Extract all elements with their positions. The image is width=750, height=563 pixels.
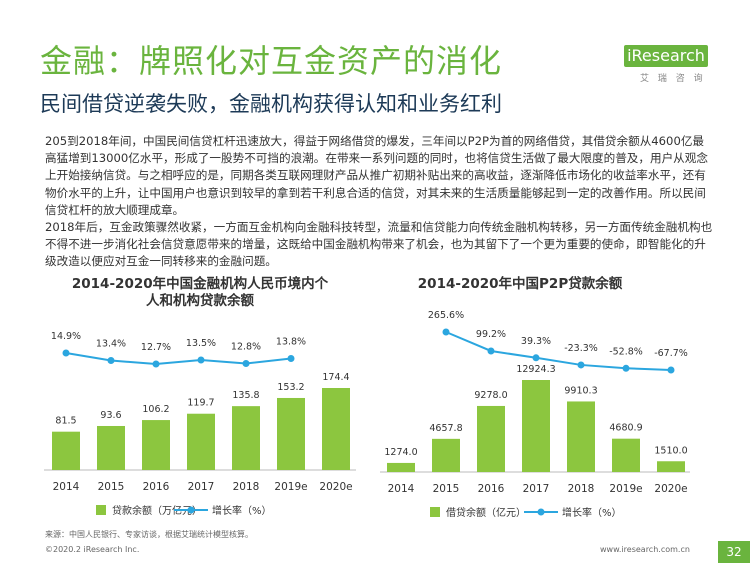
bar: [187, 413, 215, 470]
line-point: [532, 354, 540, 362]
line: [65, 352, 292, 366]
line-value-label: -67.7%: [654, 348, 688, 359]
line-point: [442, 328, 450, 336]
line-value-label: 265.6%: [428, 310, 464, 321]
x-tick-label: 2020e: [319, 481, 352, 493]
bar: [432, 438, 460, 472]
line-point: [487, 347, 495, 355]
line-value-label: -52.8%: [609, 346, 643, 357]
line-point: [667, 366, 675, 374]
line-value-label: -23.3%: [564, 343, 598, 354]
logo: iResearch: [624, 45, 708, 67]
legend-label: 借贷余额（亿元）: [446, 506, 526, 519]
x-tick-label: 2014: [53, 481, 80, 493]
logo-sub: 艾 瑞 咨 询: [640, 74, 706, 84]
bar: [97, 425, 125, 470]
paragraph: 2018年后，互金政策骤然收紧，一方面互金机构向金融科技转型，流量和信贷能力向传…: [45, 220, 713, 269]
bar-value-label: 4657.8: [429, 423, 462, 434]
line-value-label: 13.8%: [276, 337, 306, 348]
line-value-label: 14.9%: [51, 331, 81, 342]
line-value-label: 12.7%: [141, 342, 171, 353]
line-point: [242, 360, 250, 367]
line-point: [107, 357, 115, 364]
line-value-label: 13.4%: [96, 339, 126, 350]
line-value-label: 12.8%: [231, 342, 261, 353]
bar-value-label: 9278.0: [474, 390, 507, 401]
chart-title: 2014-2020年中国P2P贷款余额: [417, 276, 623, 292]
legend-swatch: [537, 508, 545, 516]
copyright: ©2020.2 iResearch Inc.: [45, 545, 140, 554]
line-point: [62, 349, 70, 357]
url: www.iresearch.com.cn: [600, 545, 690, 554]
bar: [52, 431, 80, 470]
line-value-label: 39.3%: [521, 336, 551, 347]
legend-label: 增长率（%）: [212, 504, 272, 517]
bar-value-label: 106.2: [142, 404, 169, 415]
line-value-label: 99.2%: [476, 329, 506, 340]
x-tick-label: 2017: [188, 481, 215, 493]
bar-value-label: 4680.9: [609, 423, 642, 434]
legend-label: 增长率（%）: [562, 506, 622, 519]
line-value-label: 13.5%: [186, 338, 216, 349]
x-tick-label: 2016: [143, 481, 170, 493]
bar: [522, 380, 550, 472]
bar-value-label: 1274.0: [384, 447, 417, 458]
x-tick-label: 2016: [478, 483, 505, 495]
legend-swatch: [187, 506, 195, 514]
bar: [567, 401, 595, 472]
bar: [322, 388, 350, 470]
slide-subtitle: 民间借贷逆袭失败，金融机构获得认知和业务红利: [40, 92, 502, 116]
source: 来源：中国人民银行、专家访谈，根据艾瑞统计模型核算。: [45, 530, 253, 539]
legend-swatch: [96, 505, 106, 515]
line-point: [622, 364, 630, 372]
bar: [277, 397, 305, 470]
x-tick-label: 2015: [433, 483, 460, 495]
bar-value-label: 1510.0: [654, 445, 687, 456]
bar: [477, 405, 505, 472]
legend-swatch: [430, 507, 440, 517]
paragraph: 205到2018年间，中国民间信贷杠杆迅速放大，得益于网络借贷的爆发，三年间以P…: [45, 134, 708, 217]
bar: [142, 420, 170, 470]
x-tick-label: 2020e: [654, 483, 687, 495]
x-tick-label: 2019e: [609, 483, 642, 495]
bar: [657, 461, 685, 472]
bar-value-label: 93.6: [100, 410, 121, 421]
page-number: 32: [718, 541, 750, 563]
x-tick-label: 2019e: [274, 481, 307, 493]
bar-value-label: 135.8: [232, 390, 259, 401]
bar: [612, 438, 640, 472]
x-tick-label: 2018: [568, 483, 595, 495]
line-point: [577, 361, 585, 369]
bar-value-label: 9910.3: [564, 385, 597, 396]
bar-value-label: 119.7: [187, 398, 214, 409]
bar: [232, 406, 260, 470]
x-tick-label: 2017: [523, 483, 550, 495]
bar-value-label: 81.5: [55, 416, 76, 427]
line-point: [287, 355, 295, 362]
bar-value-label: 153.2: [277, 382, 304, 393]
legend-label: 贷款余额（万亿元）: [112, 504, 202, 517]
bar: [387, 462, 415, 472]
line: [445, 331, 672, 371]
x-tick-label: 2018: [233, 481, 260, 493]
x-tick-label: 2014: [388, 483, 415, 495]
bar-value-label: 174.4: [322, 372, 349, 383]
line-point: [197, 356, 205, 364]
chart-title: 2014-2020年中国金融机构人民币境内个人和机构贷款余额: [71, 276, 329, 309]
x-tick-label: 2015: [98, 481, 125, 493]
slide-title: 金融：牌照化对互金资产的消化: [40, 42, 503, 80]
line-point: [152, 360, 160, 368]
bar-value-label: 12924.3: [516, 364, 555, 375]
